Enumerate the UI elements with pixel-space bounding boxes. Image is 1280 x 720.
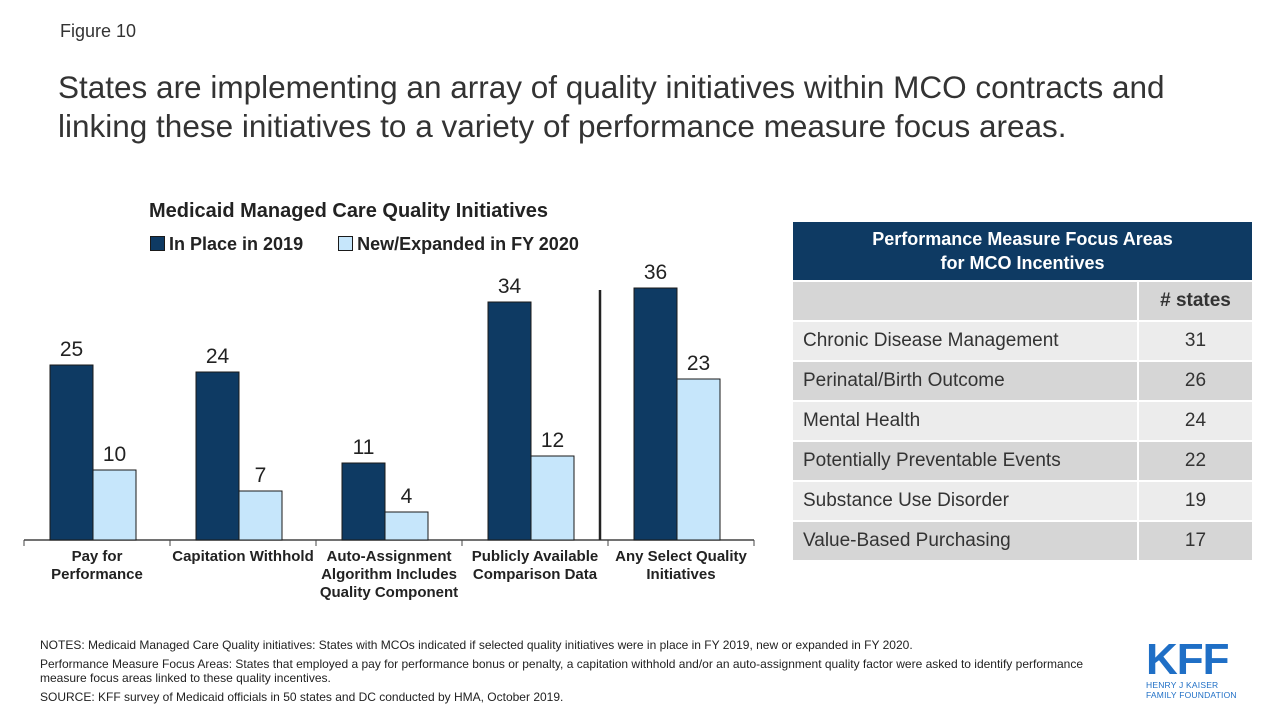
data-label-capitation-withhold-in-place-in-2019: 24 xyxy=(206,345,230,368)
category-label-pay-for-performance: Pay for Performance xyxy=(51,548,143,583)
focus-area-label: Perinatal/Birth Outcome xyxy=(793,360,1139,401)
bar-chart: 25 10 24 7 11 4 34 12 36 23 xyxy=(23,261,755,546)
data-label-capitation-withhold-new-expanded-in-fy-2020: 7 xyxy=(255,464,267,487)
focus-area-label: Substance Use Disorder xyxy=(793,480,1139,521)
category-label-publicly-available-comparison-data: Publicly Available Comparison Data xyxy=(471,548,599,583)
data-label-pay-for-performance-in-place-in-2019: 25 xyxy=(60,338,83,361)
bar-auto-assignment-algorithm-includes-quality-component-in-place-in-2019 xyxy=(341,462,386,541)
data-label-pay-for-performance-new-expanded-in-fy-2020: 10 xyxy=(103,443,126,466)
table-header-blank xyxy=(793,280,1139,321)
notes-line-1: NOTES: Medicaid Managed Care Quality ini… xyxy=(40,638,913,652)
bar-capitation-withhold-new-expanded-in-fy-2020 xyxy=(238,490,283,541)
table-title-line-2: for MCO Incentives xyxy=(940,253,1105,273)
legend-label-series-1: In Place in 2019 xyxy=(169,234,304,254)
notes: NOTES: Medicaid Managed Care Quality ini… xyxy=(40,638,1125,709)
table-row: Perinatal/Birth Outcome 26 xyxy=(793,360,1252,401)
bar-publicly-available-comparison-data-new-expanded-in-fy-2020 xyxy=(530,455,575,541)
kff-logo-sub-2: FAMILY FOUNDATION xyxy=(1146,690,1237,700)
bar-any-select-quality-initiatives-in-place-in-2019 xyxy=(633,287,678,541)
table-row: Mental Health 24 xyxy=(793,400,1252,441)
legend-label-series-2: New/Expanded in FY 2020 xyxy=(357,234,579,254)
focus-area-count: 31 xyxy=(1138,320,1252,361)
data-label-publicly-available-comparison-data-in-place-in-2019: 34 xyxy=(498,275,522,298)
headline: States are implementing an array of qual… xyxy=(58,69,1165,144)
kff-logo-mark: KFF xyxy=(1146,635,1230,684)
focus-area-label: Potentially Preventable Events xyxy=(793,440,1139,481)
chart-legend: In Place in 2019 New/Expanded in FY 2020 xyxy=(150,234,609,255)
notes-line-2: Performance Measure Focus Areas: States … xyxy=(40,657,1084,685)
table-header-row: # states xyxy=(793,280,1252,321)
table-header-states: # states xyxy=(1138,280,1252,321)
table-row: Potentially Preventable Events 22 xyxy=(793,440,1252,481)
focus-area-label: Value-Based Purchasing xyxy=(793,520,1139,560)
legend-swatch-series-2 xyxy=(338,236,354,251)
table-row: Substance Use Disorder 19 xyxy=(793,480,1252,521)
focus-area-label: Chronic Disease Management xyxy=(793,320,1139,361)
legend-item-series-2: New/Expanded in FY 2020 xyxy=(338,234,579,255)
figure-label: Figure 10 xyxy=(60,21,137,41)
category-label-auto-assignment-algorithm-includes-quality-component: Auto-Assignment Algorithm Includes Quali… xyxy=(319,548,459,601)
bar-pay-for-performance-in-place-in-2019 xyxy=(49,364,94,541)
category-label-capitation-withhold: Capitation Withhold xyxy=(172,548,314,565)
kff-logo: KFF HENRY J KAISER FAMILY FOUNDATION xyxy=(1146,635,1238,701)
legend-swatch-series-1 xyxy=(150,236,165,251)
data-label-any-select-quality-initiatives-in-place-in-2019: 36 xyxy=(644,261,667,284)
data-label-auto-assignment-algorithm-includes-quality-component-in-place-in-2019: 11 xyxy=(353,436,375,459)
table-title: Performance Measure Focus Areas for MCO … xyxy=(793,222,1252,280)
bar-capitation-withhold-in-place-in-2019 xyxy=(195,371,240,541)
focus-table-body: # states Chronic Disease Management 31 Per… xyxy=(793,280,1252,560)
data-label-any-select-quality-initiatives-new-expanded-in-fy-2020: 23 xyxy=(687,352,710,375)
table-row: Value-Based Purchasing 17 xyxy=(793,520,1252,560)
focus-area-count: 22 xyxy=(1138,440,1252,481)
legend-item-series-1: In Place in 2019 xyxy=(150,234,303,255)
focus-areas-table: Performance Measure Focus Areas for MCO … xyxy=(793,222,1252,560)
table-title-line-1: Performance Measure Focus Areas xyxy=(872,229,1173,249)
bar-pay-for-performance-new-expanded-in-fy-2020 xyxy=(92,469,137,541)
category-label-any-select-quality-initiatives: Any Select Quality Initiatives xyxy=(615,548,747,583)
focus-area-count: 17 xyxy=(1138,520,1252,560)
focus-area-count: 26 xyxy=(1138,360,1252,401)
chart-title: Medicaid Managed Care Quality Initiative… xyxy=(149,200,549,222)
source-line: SOURCE: KFF survey of Medicaid officials… xyxy=(40,690,564,704)
focus-area-label: Mental Health xyxy=(793,400,1139,441)
table-row: Chronic Disease Management 31 xyxy=(793,320,1252,361)
bar-publicly-available-comparison-data-in-place-in-2019 xyxy=(487,301,532,541)
data-label-auto-assignment-algorithm-includes-quality-component-new-expanded-in-fy-2020: 4 xyxy=(401,485,413,508)
kff-logo-sub-1: HENRY J KAISER xyxy=(1146,680,1219,690)
focus-area-count: 24 xyxy=(1138,400,1252,441)
data-label-publicly-available-comparison-data-new-expanded-in-fy-2020: 12 xyxy=(541,429,564,452)
bar-auto-assignment-algorithm-includes-quality-component-new-expanded-in-fy-2020 xyxy=(384,511,429,541)
bar-any-select-quality-initiatives-new-expanded-in-fy-2020 xyxy=(676,378,721,541)
focus-area-count: 19 xyxy=(1138,480,1252,521)
